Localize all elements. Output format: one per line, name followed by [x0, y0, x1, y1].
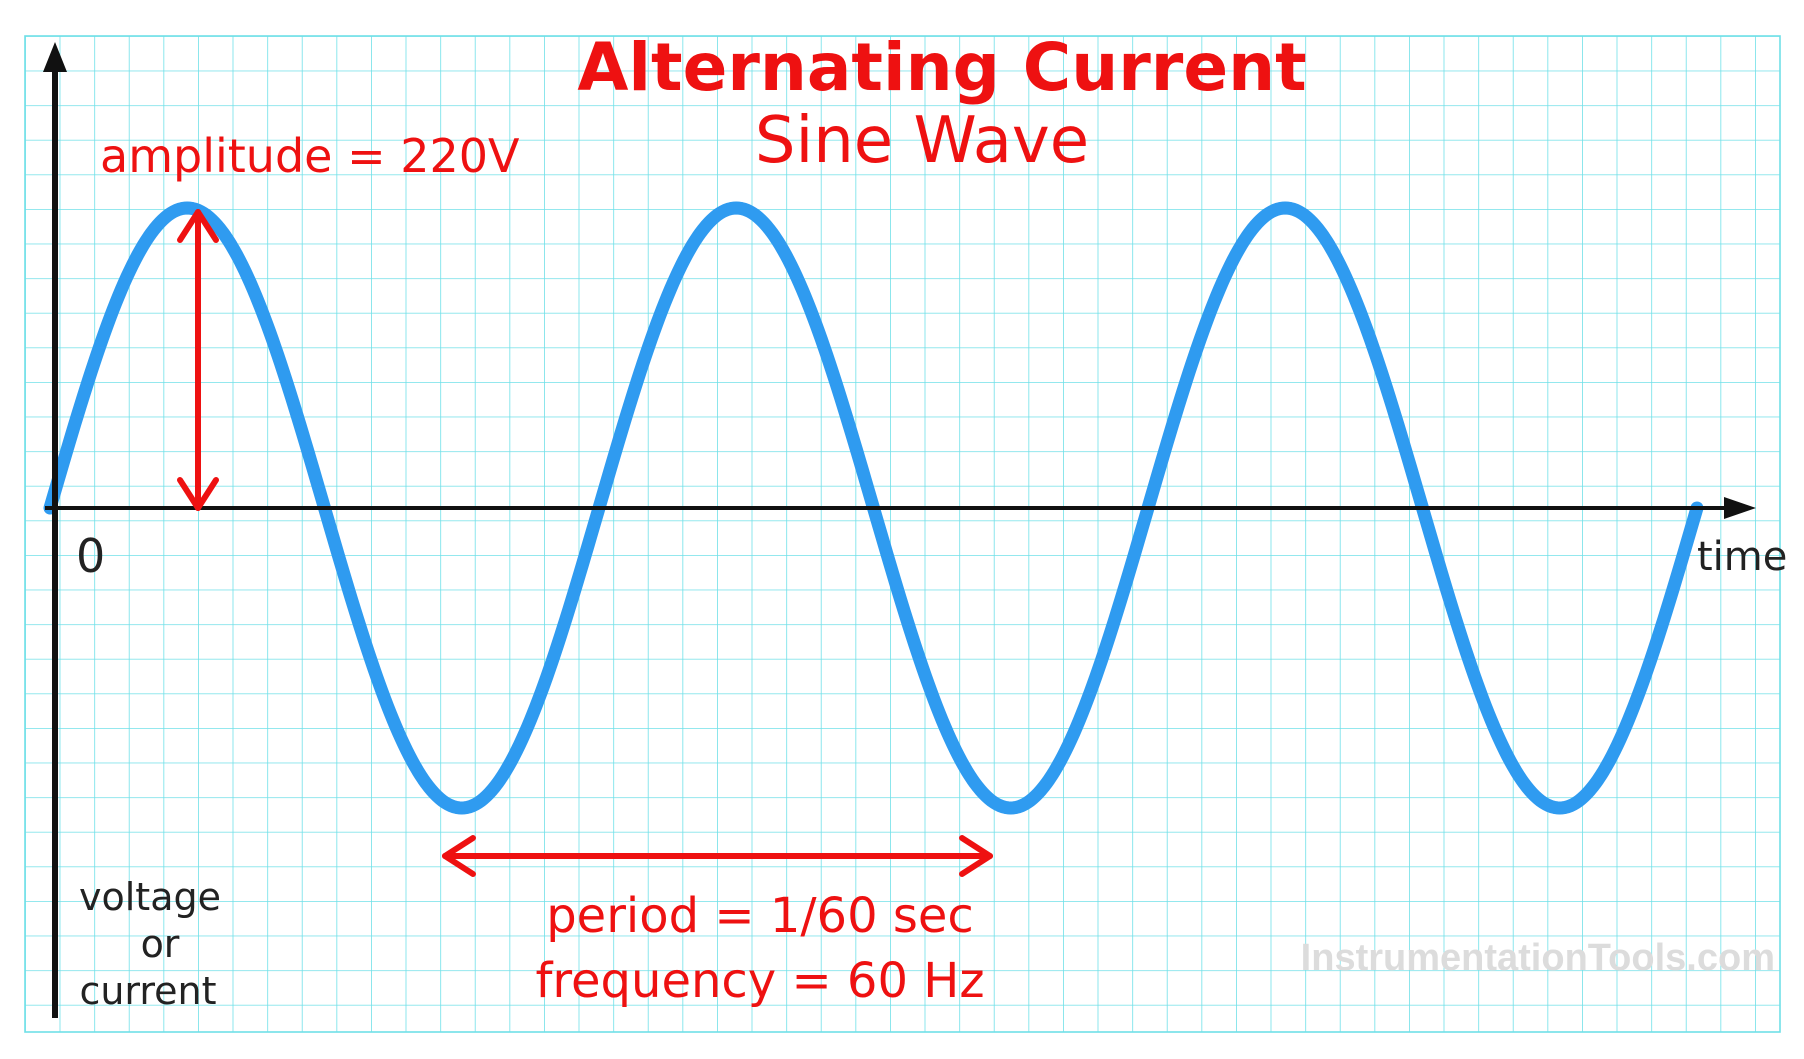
y-axis-label-line-1: voltage — [79, 875, 221, 919]
period-arrow — [442, 835, 993, 877]
frequency-label: frequency = 60 Hz — [535, 953, 984, 1009]
watermark: InstrumentationTools.com — [1301, 937, 1775, 979]
x-axis-label: time — [1697, 534, 1787, 580]
y-axis-label-line-3: current — [79, 969, 216, 1013]
grid-background — [25, 36, 1780, 1032]
x-axis-arrowhead — [1724, 497, 1756, 519]
page-title: Alternating Current — [577, 29, 1306, 106]
period-label: period = 1/60 sec — [546, 888, 974, 944]
grid-border — [24, 35, 1781, 1033]
amplitude-label: amplitude = 220V — [100, 129, 520, 183]
page-subtitle: Sine Wave — [755, 104, 1089, 178]
amplitude-arrow — [177, 209, 219, 511]
origin-label: 0 — [76, 529, 105, 583]
y-axis-arrowhead — [43, 42, 67, 72]
y-axis-label-line-2: or — [141, 922, 180, 966]
